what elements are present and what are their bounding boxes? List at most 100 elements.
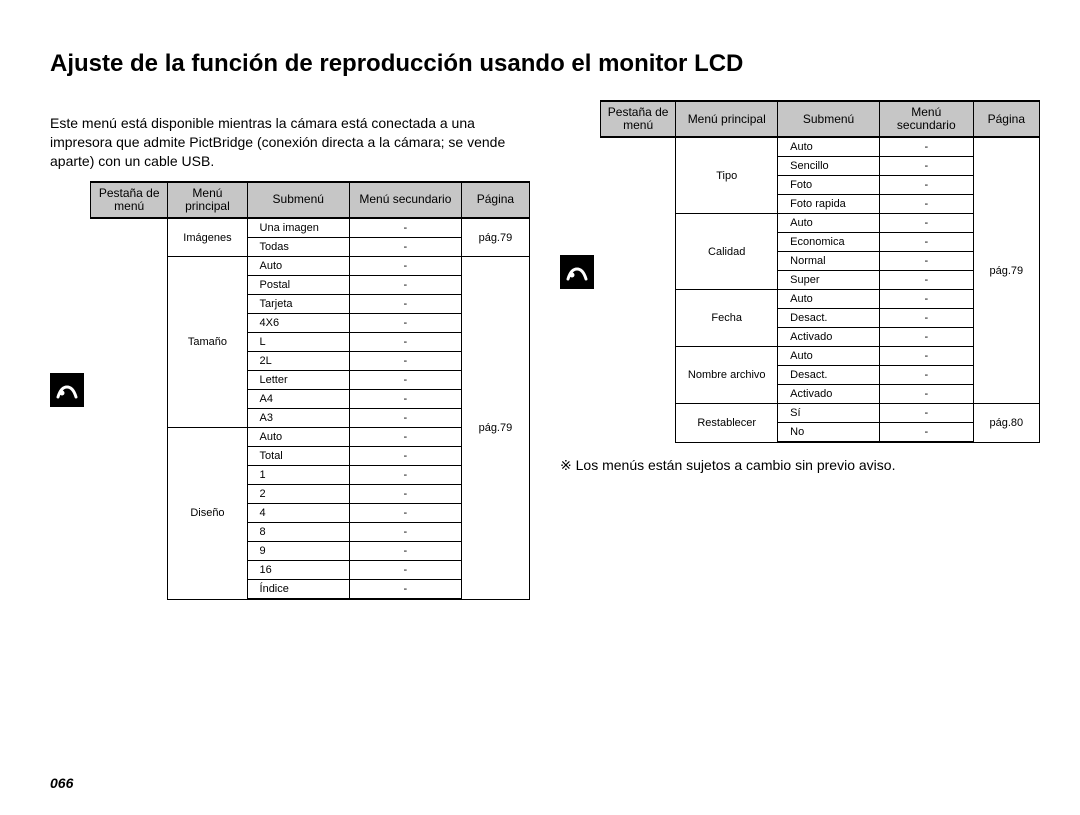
th-tab: Pestaña de menú [601, 101, 676, 137]
left-menu-table: Pestaña de menú Menú principal Submenú M… [90, 181, 530, 600]
cell-main: Calidad [676, 214, 778, 290]
cell-sub: Normal [778, 252, 880, 271]
cell-sec: - [349, 466, 461, 485]
cell-sec: - [879, 271, 973, 290]
cell-sec: - [349, 485, 461, 504]
cell-sub: Desact. [778, 366, 880, 385]
cell-sec: - [879, 347, 973, 366]
cell-sec: - [879, 328, 973, 347]
cell-sub: 16 [247, 561, 349, 580]
th-tab: Pestaña de menú [91, 182, 168, 218]
pictbridge-icon [50, 373, 84, 407]
cell-sub: Economica [778, 233, 880, 252]
cell-sec: - [879, 366, 973, 385]
cell-sub: A3 [247, 409, 349, 428]
cell-sec: - [349, 409, 461, 428]
page-title: Ajuste de la función de reproducción usa… [50, 50, 1030, 78]
th-page: Página [461, 182, 529, 218]
cell-sub: Sí [778, 404, 880, 423]
cell-sec: - [349, 561, 461, 580]
cell-page: pág.79 [461, 218, 529, 257]
cell-sub: Auto [247, 257, 349, 276]
intro-text: Este menú está disponible mientras la cá… [50, 114, 530, 171]
cell-sub: 2 [247, 485, 349, 504]
cell-page: pág.79 [973, 137, 1039, 404]
cell-sec: - [879, 404, 973, 423]
cell-main: Imágenes [168, 218, 247, 257]
cell-main: Tamaño [168, 257, 247, 428]
cell-sub: 8 [247, 523, 349, 542]
cell-sub: 4X6 [247, 314, 349, 333]
cell-sub: Auto [778, 214, 880, 233]
cell-sec: - [879, 290, 973, 309]
cell-sec: - [879, 252, 973, 271]
cell-main: Restablecer [676, 404, 778, 443]
right-menu-table: Pestaña de menú Menú principal Submenú M… [600, 100, 1040, 443]
cell-sec: - [349, 371, 461, 390]
cell-sec: - [349, 447, 461, 466]
cell-main: Nombre archivo [676, 347, 778, 404]
cell-sub: Foto rapida [778, 195, 880, 214]
page-number: 066 [50, 775, 73, 791]
cell-sub: 1 [247, 466, 349, 485]
cell-sec: - [349, 314, 461, 333]
cell-sub: Total [247, 447, 349, 466]
cell-sec: - [349, 580, 461, 600]
cell-sub: L [247, 333, 349, 352]
cell-sec: - [349, 333, 461, 352]
cell-sub: Auto [778, 347, 880, 366]
cell-sub: Super [778, 271, 880, 290]
cell-sec: - [879, 195, 973, 214]
cell-sub: Activado [778, 385, 880, 404]
cell-page: pág.79 [461, 257, 529, 600]
cell-sub: Auto [778, 137, 880, 157]
cell-sub: Desact. [778, 309, 880, 328]
cell-sec: - [349, 276, 461, 295]
cell-sub: Auto [778, 290, 880, 309]
cell-sec: - [879, 137, 973, 157]
cell-sub: Una imagen [247, 218, 349, 238]
cell-sub: Letter [247, 371, 349, 390]
th-page: Página [973, 101, 1039, 137]
pictbridge-icon [560, 255, 594, 289]
cell-sec: - [879, 423, 973, 443]
cell-sub: Activado [778, 328, 880, 347]
cell-main: Tipo [676, 137, 778, 214]
footnote: ※ Los menús están sujetos a cambio sin p… [560, 457, 1040, 474]
cell-sub: Sencillo [778, 157, 880, 176]
cell-page: pág.80 [973, 404, 1039, 443]
cell-sec: - [349, 542, 461, 561]
cell-sec: - [349, 352, 461, 371]
cell-sub: 2L [247, 352, 349, 371]
cell-sub: 9 [247, 542, 349, 561]
cell-sec: - [879, 157, 973, 176]
cell-sub: 4 [247, 504, 349, 523]
cell-sub: Índice [247, 580, 349, 600]
cell-sec: - [349, 504, 461, 523]
cell-sec: - [879, 385, 973, 404]
cell-sec: - [349, 218, 461, 238]
cell-sub: A4 [247, 390, 349, 409]
cell-sec: - [879, 309, 973, 328]
cell-sub: Todas [247, 238, 349, 257]
cell-sub: Foto [778, 176, 880, 195]
cell-main: Diseño [168, 428, 247, 600]
th-sec: Menú secundario [349, 182, 461, 218]
cell-sec: - [349, 523, 461, 542]
cell-sec: - [349, 238, 461, 257]
cell-sec: - [349, 428, 461, 447]
th-main: Menú principal [676, 101, 778, 137]
cell-sec: - [879, 233, 973, 252]
th-sub: Submenú [778, 101, 880, 137]
cell-sub: No [778, 423, 880, 443]
th-main: Menú principal [168, 182, 247, 218]
cell-sub: Postal [247, 276, 349, 295]
cell-sec: - [879, 176, 973, 195]
cell-main: Fecha [676, 290, 778, 347]
cell-sec: - [879, 214, 973, 233]
cell-sec: - [349, 295, 461, 314]
cell-sub: Tarjeta [247, 295, 349, 314]
cell-sec: - [349, 390, 461, 409]
cell-sub: Auto [247, 428, 349, 447]
th-sub: Submenú [247, 182, 349, 218]
